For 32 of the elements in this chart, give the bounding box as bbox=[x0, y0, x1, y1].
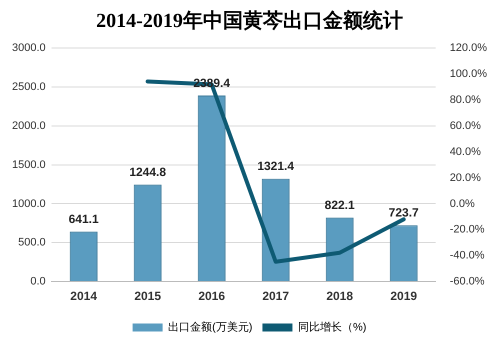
y-tick-label: 3000.0 bbox=[12, 42, 46, 54]
x-tick-label: 2017 bbox=[262, 289, 290, 304]
data-label: 641.1 bbox=[68, 212, 99, 226]
data-label: 822.1 bbox=[324, 198, 356, 212]
y2-tick-label: 60.0% bbox=[450, 120, 482, 132]
y-tick-label: 2000.0 bbox=[12, 120, 46, 132]
y2-tick-label: 0.0% bbox=[450, 198, 475, 210]
data-label: 1321.4 bbox=[257, 159, 294, 174]
y2-tick-label: -20.0% bbox=[450, 224, 485, 236]
x-tick-label: 2015 bbox=[134, 289, 162, 304]
y-tick-label: 0.0 bbox=[30, 276, 46, 288]
x-tick-label: 2016 bbox=[198, 289, 226, 304]
y-tick-label: 2500.0 bbox=[12, 80, 46, 93]
data-label: 1244.8 bbox=[129, 164, 166, 179]
chart-title: 2014-2019年中国黄芩出口金额统计 bbox=[96, 9, 403, 32]
x-tick-label: 2019 bbox=[390, 289, 418, 304]
y2-tick-label: 20.0% bbox=[450, 172, 482, 184]
y2-tick-label: 40.0% bbox=[450, 146, 482, 158]
x-tick-label: 2018 bbox=[326, 289, 354, 304]
y-tick-label: 1000.0 bbox=[12, 198, 46, 210]
y-tick-label: 1500.0 bbox=[12, 158, 46, 171]
x-tick-label: 2014 bbox=[70, 289, 98, 304]
data-label: 2389.4 bbox=[193, 76, 230, 90]
y2-tick-label: -60.0% bbox=[450, 276, 485, 288]
y-tick-label: 500.0 bbox=[18, 236, 46, 249]
y2-tick-label: 120.0% bbox=[450, 42, 488, 54]
data-label: 723.7 bbox=[388, 206, 420, 220]
y2-tick-label: -40.0% bbox=[450, 250, 485, 262]
legend-label: 出口金额(万美元) bbox=[168, 320, 252, 334]
y2-tick-label: 100.0% bbox=[450, 68, 488, 80]
y2-tick-label: 80.0% bbox=[450, 94, 482, 106]
legend-label: 同比增长（%) bbox=[298, 320, 366, 334]
